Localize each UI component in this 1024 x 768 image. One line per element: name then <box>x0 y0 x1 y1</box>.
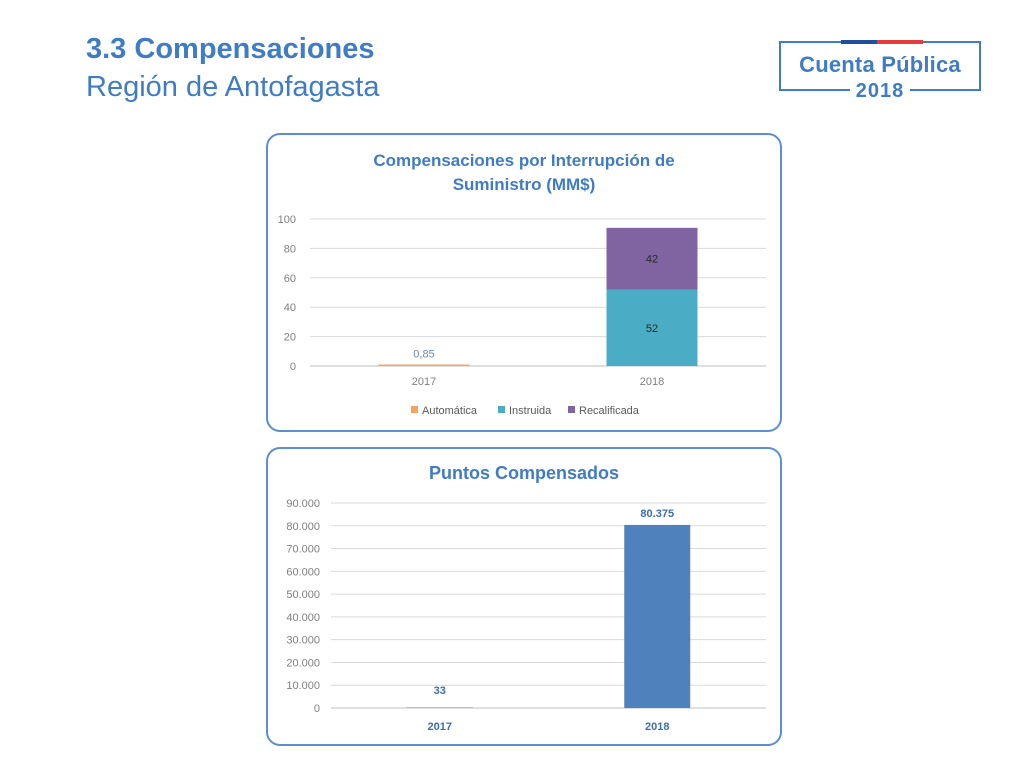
bar-segment <box>606 289 698 366</box>
y-tick-label: 100 <box>278 214 296 226</box>
bar <box>624 524 691 708</box>
chart-title: Puntos Compensados <box>428 463 620 483</box>
y-tick-label: 20.000 <box>286 657 320 669</box>
y-tick-label: 70.000 <box>286 544 320 556</box>
chart-title: Compensaciones por Interrupción de Sumin… <box>373 151 675 194</box>
y-tick-label: 80 <box>284 243 296 255</box>
puntos-chart: 0 10.000 20.000 30.000 40.000 50.000 60.000 70.… <box>286 498 766 733</box>
x-tick-label: 2018 <box>645 721 669 733</box>
slide-title: 3.3 Compensaciones <box>86 33 375 65</box>
x-tick-label: 2018 <box>640 376 664 388</box>
y-tick-label: 50.000 <box>286 589 320 601</box>
y-tick-label: 90.000 <box>286 498 320 510</box>
y-tick-label: 60 <box>284 273 296 285</box>
y-tick-label: 80.000 <box>286 521 320 533</box>
legend-swatch <box>411 406 418 413</box>
compensaciones-chart-panel: Compensaciones por Interrupción de Sumin… <box>266 133 782 432</box>
bar <box>406 707 473 708</box>
y-tick-label: 0 <box>314 703 320 715</box>
y-tick-label: 40.000 <box>286 612 320 624</box>
logo-flag-red-stripe <box>877 40 923 44</box>
legend-label: Instruida <box>509 405 552 417</box>
data-label: 33 <box>434 685 446 697</box>
legend-label: Automática <box>422 405 478 417</box>
data-label: 0,85 <box>413 349 434 361</box>
bar-segment <box>606 227 698 290</box>
logo-flag-blue-stripe <box>841 40 877 44</box>
data-label: 80.375 <box>640 508 674 520</box>
logo-name: Cuenta Pública <box>799 52 961 77</box>
slide-subtitle: Región de Antofagasta <box>86 71 380 103</box>
legend-swatch <box>568 406 575 413</box>
data-label: 52 <box>646 323 658 335</box>
y-tick-label: 10.000 <box>286 680 320 692</box>
y-tick-label: 0 <box>290 361 296 373</box>
legend-swatch <box>498 406 505 413</box>
bar-segment <box>378 364 470 366</box>
cuenta-publica-logo: Cuenta Pública 2018 <box>779 40 981 102</box>
puntos-chart-panel: Puntos Compensados 0 10.000 20.000 30.000 40… <box>266 447 782 746</box>
logo-year: 2018 <box>849 80 911 102</box>
y-tick-label: 20 <box>284 332 296 344</box>
compensaciones-chart: 0 20 40 60 80 100 2017 0,85 2018 52 42 Automática In… <box>278 214 766 417</box>
y-tick-label: 40 <box>284 302 296 314</box>
y-tick-label: 30.000 <box>286 635 320 647</box>
data-label: 42 <box>646 254 658 266</box>
legend-label: Recalificada <box>579 405 640 417</box>
y-tick-label: 60.000 <box>286 566 320 578</box>
x-tick-label: 2017 <box>428 721 452 733</box>
x-tick-label: 2017 <box>412 376 436 388</box>
logo-year-wrap: 2018 <box>781 80 979 102</box>
